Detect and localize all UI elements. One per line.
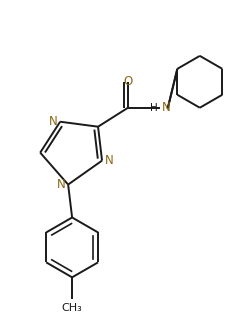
Text: H: H — [150, 103, 158, 113]
Text: N: N — [162, 101, 171, 114]
Text: N: N — [49, 115, 58, 128]
Text: N: N — [105, 154, 113, 167]
Text: N: N — [57, 178, 65, 191]
Text: CH₃: CH₃ — [62, 303, 82, 313]
Text: O: O — [123, 75, 133, 88]
